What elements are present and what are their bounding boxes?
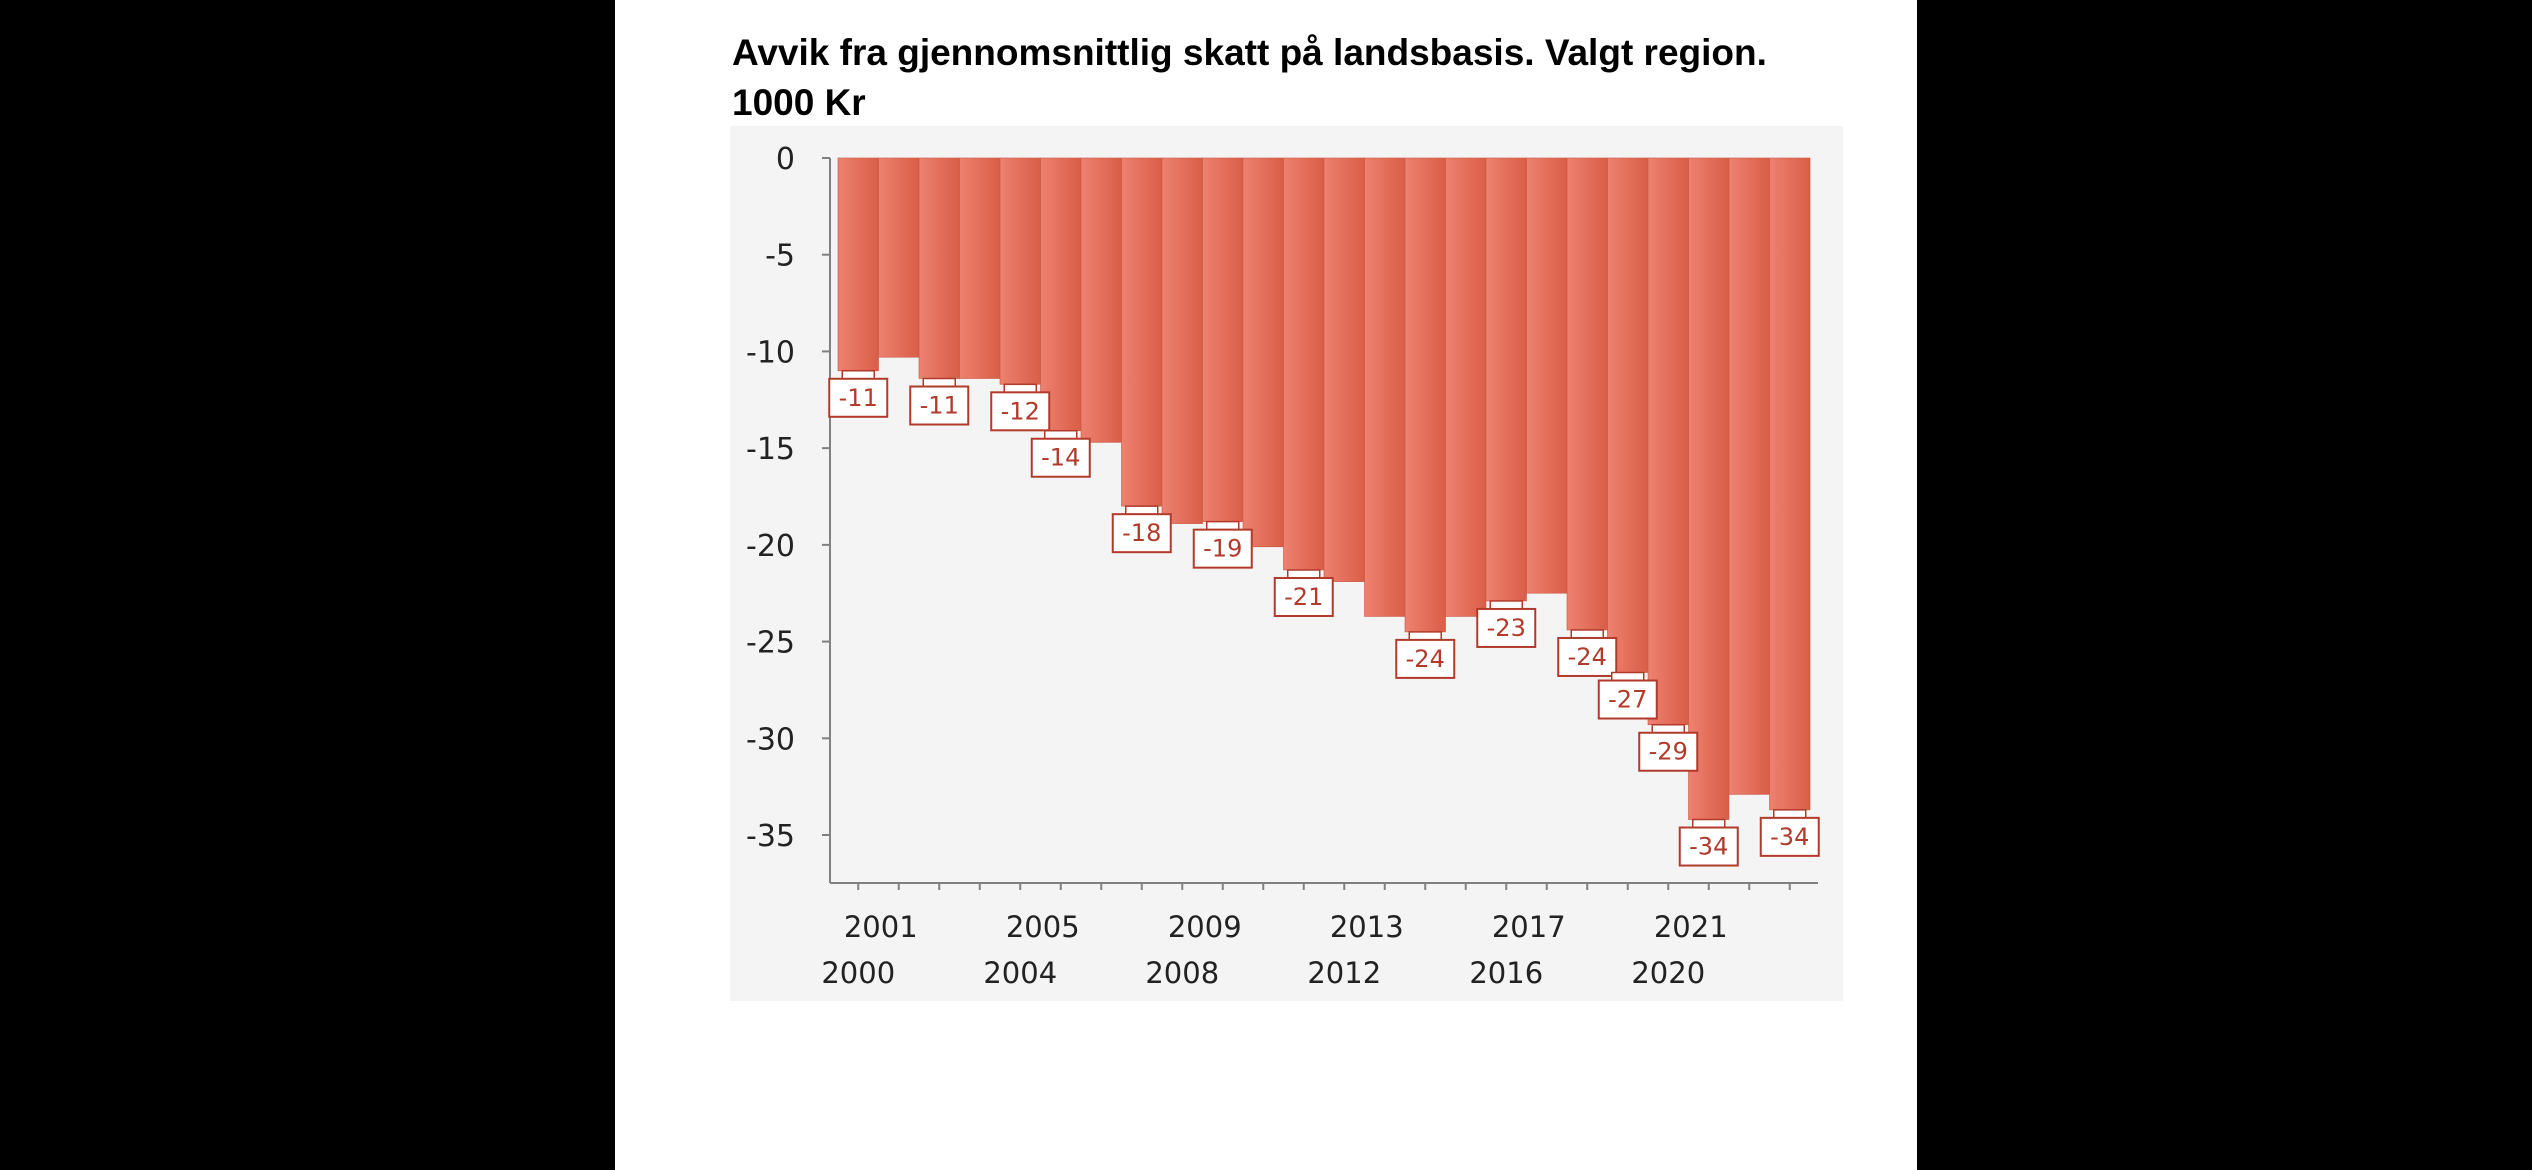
data-label: -11 (828, 370, 889, 418)
y-tick-label: -5 (765, 239, 795, 274)
svg-text:-24: -24 (1568, 643, 1607, 671)
y-tick-label: -35 (746, 819, 795, 854)
svg-text:-11: -11 (920, 392, 959, 420)
svg-text:-34: -34 (1770, 823, 1809, 851)
x-tick-label: 2016 (1469, 956, 1543, 990)
data-label: -11 (909, 377, 970, 426)
bar-2009 (1202, 157, 1244, 522)
bar-2007 (1121, 157, 1163, 507)
svg-text:-21: -21 (1284, 583, 1323, 611)
svg-text:-12: -12 (1001, 397, 1040, 425)
y-tick-label: -30 (746, 722, 795, 757)
bar-2013 (1364, 157, 1406, 617)
bar-2019 (1607, 157, 1649, 673)
x-tick-label: 2013 (1330, 910, 1404, 944)
svg-text:-14: -14 (1041, 444, 1080, 472)
x-tick-label: 2009 (1168, 910, 1242, 944)
bar-2016 (1485, 157, 1527, 602)
bar-2012 (1323, 157, 1365, 582)
x-tick-label: 2004 (983, 956, 1057, 990)
x-tick-label: 2020 (1631, 956, 1705, 990)
x-tick-label: 2021 (1654, 910, 1728, 944)
bar-2003 (959, 157, 1001, 379)
svg-text:-11: -11 (839, 384, 878, 412)
data-label: -29 (1638, 723, 1699, 772)
data-label: -18 (1111, 505, 1172, 554)
y-tick-label: -25 (746, 626, 795, 661)
svg-text:-19: -19 (1203, 535, 1242, 563)
bar-2004 (999, 157, 1041, 385)
bar-2006 (1080, 157, 1122, 443)
bar-2005 (1040, 157, 1082, 432)
bar-2020 (1647, 157, 1689, 726)
y-tick-label: -15 (746, 432, 795, 467)
data-label: -23 (1476, 600, 1537, 648)
data-label: -21 (1273, 569, 1334, 618)
data-label: -34 (1678, 818, 1739, 867)
x-tick-label: 2017 (1492, 910, 1566, 944)
svg-text:-34: -34 (1689, 833, 1728, 861)
x-tick-label: 2008 (1145, 956, 1219, 990)
bar-2021 (1688, 157, 1730, 820)
bar-2023 (1769, 157, 1811, 811)
data-label: -12 (990, 383, 1051, 432)
bar-2011 (1283, 157, 1325, 571)
svg-text:-18: -18 (1122, 519, 1161, 547)
data-label: -24 (1395, 631, 1456, 679)
bar-2015 (1445, 157, 1487, 617)
x-tick-label: 2000 (821, 956, 895, 990)
y-tick-label: -20 (746, 529, 795, 564)
y-tick-label: -10 (746, 335, 795, 370)
svg-text:-24: -24 (1406, 645, 1445, 673)
bar-2010 (1242, 157, 1284, 548)
chart-title: Avvik fra gjennomsnittlig skatt på lands… (732, 32, 1767, 123)
bar-2001 (878, 157, 920, 358)
bar-2014 (1404, 157, 1446, 633)
data-label: -34 (1759, 809, 1820, 857)
bar-2000 (837, 157, 879, 372)
x-tick-label: 2012 (1307, 956, 1381, 990)
bar-2018 (1566, 157, 1608, 631)
svg-text:-27: -27 (1608, 686, 1647, 714)
bar-2008 (1161, 157, 1203, 524)
bar-2022 (1728, 157, 1770, 795)
svg-text:-29: -29 (1649, 738, 1688, 766)
bar-2017 (1526, 157, 1568, 594)
data-label: -27 (1597, 671, 1658, 720)
svg-text:-23: -23 (1487, 614, 1526, 642)
data-label: -19 (1192, 520, 1253, 569)
x-tick-label: 2001 (844, 910, 918, 944)
bar-2002 (918, 157, 960, 379)
data-label: -24 (1557, 629, 1618, 677)
x-tick-label: 2005 (1006, 910, 1080, 944)
data-label: -14 (1030, 429, 1091, 478)
y-tick-label: 0 (776, 142, 795, 177)
